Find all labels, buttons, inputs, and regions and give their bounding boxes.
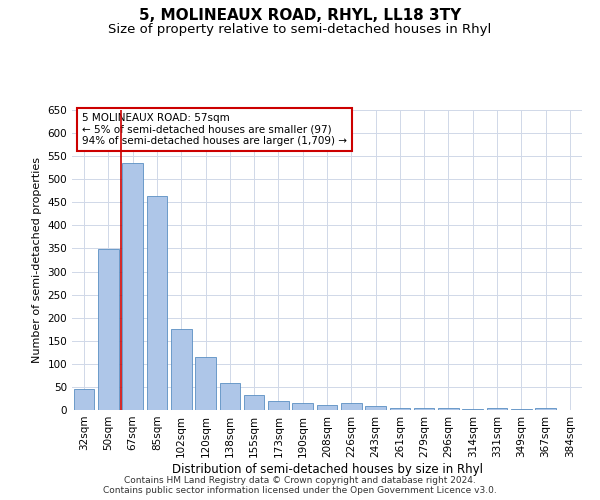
Bar bbox=[220, 383, 240, 410]
Bar bbox=[98, 250, 119, 410]
Bar bbox=[146, 196, 167, 410]
Text: Contains HM Land Registry data © Crown copyright and database right 2024.
Contai: Contains HM Land Registry data © Crown c… bbox=[103, 476, 497, 495]
Bar bbox=[463, 408, 483, 410]
Text: 5, MOLINEAUX ROAD, RHYL, LL18 3TY: 5, MOLINEAUX ROAD, RHYL, LL18 3TY bbox=[139, 8, 461, 22]
Bar bbox=[317, 406, 337, 410]
Text: 5 MOLINEAUX ROAD: 57sqm
← 5% of semi-detached houses are smaller (97)
94% of sem: 5 MOLINEAUX ROAD: 57sqm ← 5% of semi-det… bbox=[82, 113, 347, 146]
Y-axis label: Number of semi-detached properties: Number of semi-detached properties bbox=[32, 157, 42, 363]
Bar bbox=[511, 408, 532, 410]
Bar bbox=[268, 401, 289, 410]
Bar bbox=[414, 408, 434, 410]
Bar bbox=[171, 329, 191, 410]
Bar bbox=[535, 408, 556, 410]
Bar bbox=[487, 408, 508, 410]
Text: Size of property relative to semi-detached houses in Rhyl: Size of property relative to semi-detach… bbox=[109, 22, 491, 36]
Bar bbox=[341, 403, 362, 410]
Bar bbox=[195, 357, 216, 410]
Bar bbox=[74, 389, 94, 410]
Bar bbox=[365, 406, 386, 410]
X-axis label: Distribution of semi-detached houses by size in Rhyl: Distribution of semi-detached houses by … bbox=[172, 462, 482, 475]
Bar bbox=[292, 403, 313, 410]
Bar bbox=[438, 408, 459, 410]
Bar bbox=[122, 163, 143, 410]
Bar bbox=[244, 395, 265, 410]
Bar bbox=[389, 408, 410, 410]
